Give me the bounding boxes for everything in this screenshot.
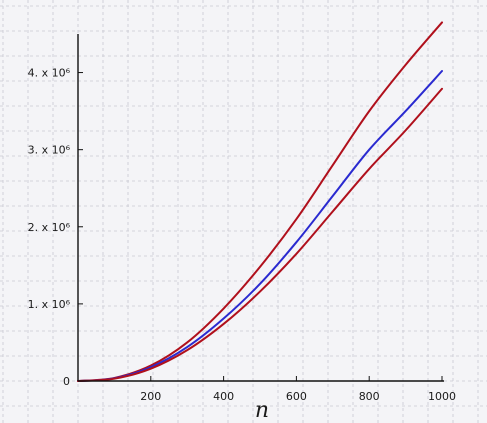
y-tick-label: 1. x 10⁶ xyxy=(28,298,71,311)
series-line-3 xyxy=(77,87,443,382)
y-tick-label: 4. x 10⁶ xyxy=(28,67,71,80)
y-tick-label: 0 xyxy=(63,375,70,388)
x-tick-label: 800 xyxy=(359,390,380,403)
x-axis-label: n xyxy=(255,398,269,423)
x-tick-label: 400 xyxy=(213,390,234,403)
series-group xyxy=(77,21,443,382)
ticks: 200 400 600 800 1000 0 1. x 10⁶ 2. x 10⁶ 3. x 10… xyxy=(28,67,456,403)
x-tick-label: 600 xyxy=(286,390,307,403)
axes xyxy=(77,34,444,382)
x-tick-label: 1000 xyxy=(428,390,456,403)
y-tick-label: 2. x 10⁶ xyxy=(28,221,71,234)
x-tick-label: 200 xyxy=(140,390,161,403)
series-line-1 xyxy=(77,21,443,382)
series-line-2 xyxy=(77,70,443,382)
y-tick-label: 3. x 10⁶ xyxy=(28,144,71,157)
